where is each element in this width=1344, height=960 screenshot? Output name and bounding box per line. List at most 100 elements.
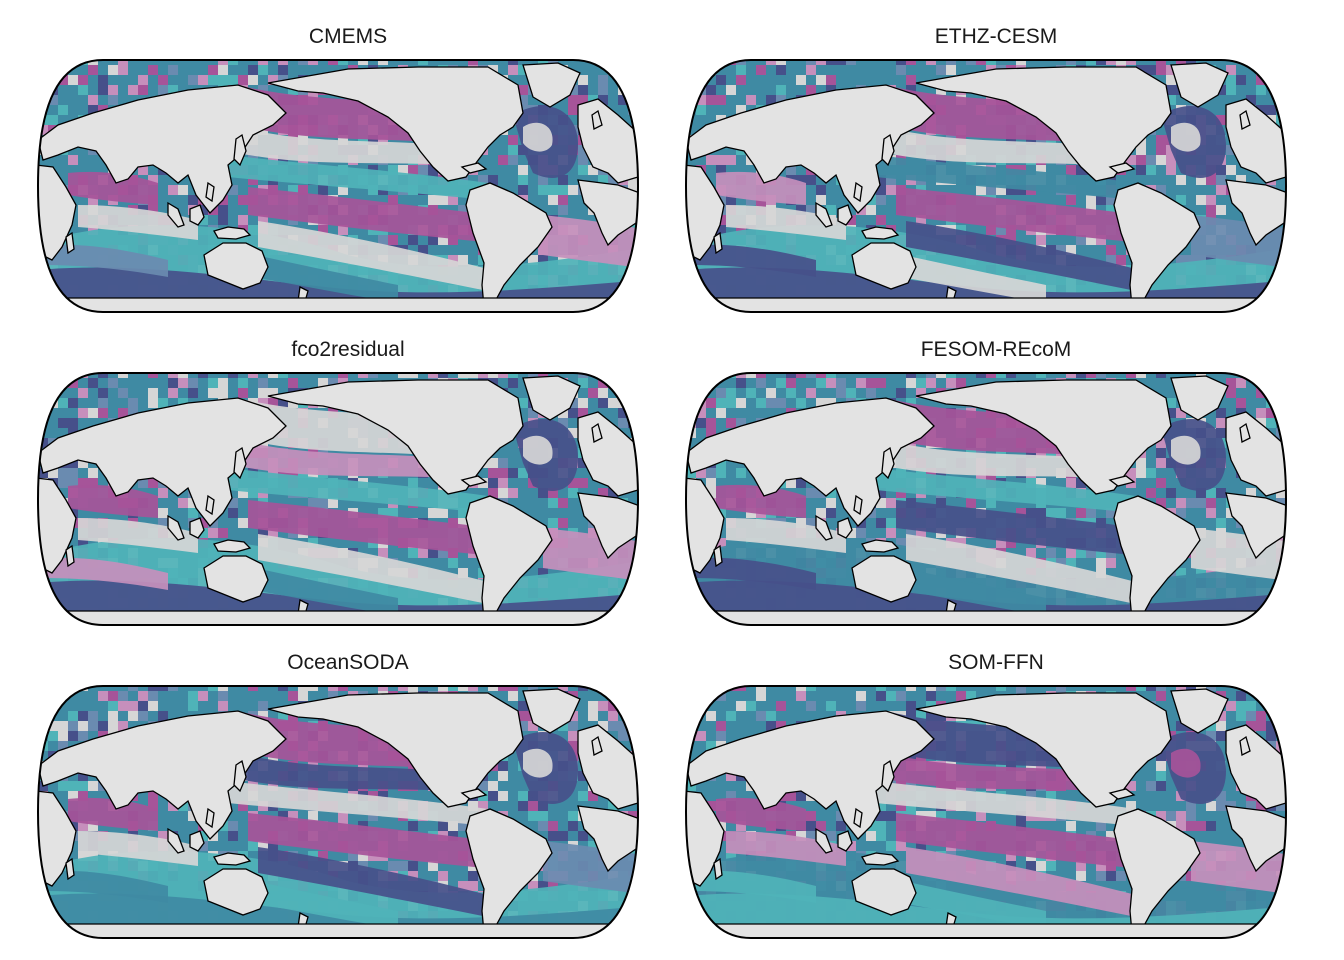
ocean-cell <box>578 145 588 155</box>
ocean-cell <box>716 60 726 65</box>
ocean-cell <box>338 185 348 195</box>
ocean-cell <box>1176 195 1186 205</box>
antarctica-landmass <box>686 610 1286 625</box>
ocean-cell <box>228 378 238 388</box>
ocean-cell <box>1296 185 1306 195</box>
ocean-cell <box>716 468 726 478</box>
ocean-cell <box>228 75 238 85</box>
ocean-cell <box>28 448 38 458</box>
ocean-cell <box>18 378 28 388</box>
ocean-cell <box>1166 498 1176 508</box>
ocean-cell <box>806 518 816 528</box>
ocean-cell <box>158 508 168 518</box>
ocean-cell <box>448 195 458 205</box>
cluster-zone <box>248 813 496 869</box>
ocean-cell <box>498 468 508 478</box>
ocean-cell <box>648 608 658 618</box>
ocean-cell <box>518 791 528 801</box>
ocean-cell <box>1026 135 1036 145</box>
ocean-cell <box>696 468 706 478</box>
ocean-cell <box>78 408 88 418</box>
ocean-cell <box>1156 60 1166 65</box>
ocean-cell <box>108 95 118 105</box>
ocean-cell <box>608 488 618 498</box>
ocean-cell <box>258 701 268 711</box>
ocean-cell <box>916 378 926 388</box>
ocean-cell <box>568 185 578 195</box>
ocean-cell <box>268 691 278 701</box>
cluster-zone <box>248 500 496 556</box>
ocean-cell <box>1136 373 1146 378</box>
ocean-cell <box>648 175 658 185</box>
ocean-cell <box>18 538 28 548</box>
ocean-cell <box>58 731 68 741</box>
ocean-cell <box>746 195 756 205</box>
ocean-cell <box>736 65 746 75</box>
south-america-landmass <box>465 182 553 308</box>
ocean-cell <box>638 398 648 408</box>
ocean-cell <box>666 388 676 398</box>
philippines-landmass <box>205 181 215 203</box>
madagascar-landmass <box>65 544 75 568</box>
ocean-cell <box>726 418 736 428</box>
eurasia-landmass <box>686 397 935 527</box>
ocean-cell <box>28 488 38 498</box>
ocean-cell <box>88 95 98 105</box>
ocean-cell <box>218 215 228 225</box>
ocean-cell <box>628 265 638 275</box>
ocean-cell <box>568 85 578 95</box>
ocean-cell <box>18 388 28 398</box>
ocean-cell <box>666 528 676 538</box>
ocean-cell <box>736 398 746 408</box>
ocean-cell <box>28 801 38 811</box>
ocean-cell <box>1216 428 1226 438</box>
ocean-cell <box>288 691 298 701</box>
ocean-cell <box>1006 225 1016 235</box>
ocean-cell <box>1196 488 1206 498</box>
ocean-cell <box>58 941 68 943</box>
ocean-cell <box>588 711 598 721</box>
ocean-cell <box>188 701 198 711</box>
ocean-cell <box>78 821 88 831</box>
ocean-cell <box>68 418 78 428</box>
ocean-cell <box>1236 75 1246 85</box>
ocean-cell <box>846 215 856 225</box>
ocean-cell <box>916 388 926 398</box>
ocean-cell <box>378 135 388 145</box>
ocean-cell <box>1296 588 1306 598</box>
ocean-cell <box>78 388 88 398</box>
ocean-cell <box>638 528 648 538</box>
ocean-cell <box>278 528 288 538</box>
ocean-cell <box>648 558 658 568</box>
ocean-cell <box>638 518 648 528</box>
ocean-cell <box>458 821 468 831</box>
ocean-cell <box>1006 538 1016 548</box>
ocean-cell <box>448 235 458 245</box>
ocean-cell <box>598 721 608 731</box>
ocean-cell <box>666 175 676 185</box>
ocean-cell <box>1286 458 1296 468</box>
ocean-cell <box>666 95 676 105</box>
ocean-cell <box>28 711 38 721</box>
ocean-cell <box>528 721 538 731</box>
ocean-cell <box>298 60 308 65</box>
ocean-cell <box>676 418 686 428</box>
ocean-cell <box>408 941 418 943</box>
ocean-cell <box>398 165 408 175</box>
ocean-cell <box>18 105 28 115</box>
ocean-cell <box>318 65 328 75</box>
ocean-cell <box>1076 508 1086 518</box>
ocean-cell <box>1216 115 1226 125</box>
ocean-cell <box>598 85 608 95</box>
ocean-cell <box>966 225 976 235</box>
ocean-cell <box>188 75 198 85</box>
ocean-cell <box>198 841 208 851</box>
ocean-cell <box>258 711 268 721</box>
ocean-cell <box>148 388 158 398</box>
ocean-cell <box>706 373 716 378</box>
ocean-cell <box>68 478 78 488</box>
ocean-cell <box>796 518 806 528</box>
ocean-cell <box>238 518 248 528</box>
ocean-cell <box>518 941 528 943</box>
ocean-cell <box>836 388 846 398</box>
